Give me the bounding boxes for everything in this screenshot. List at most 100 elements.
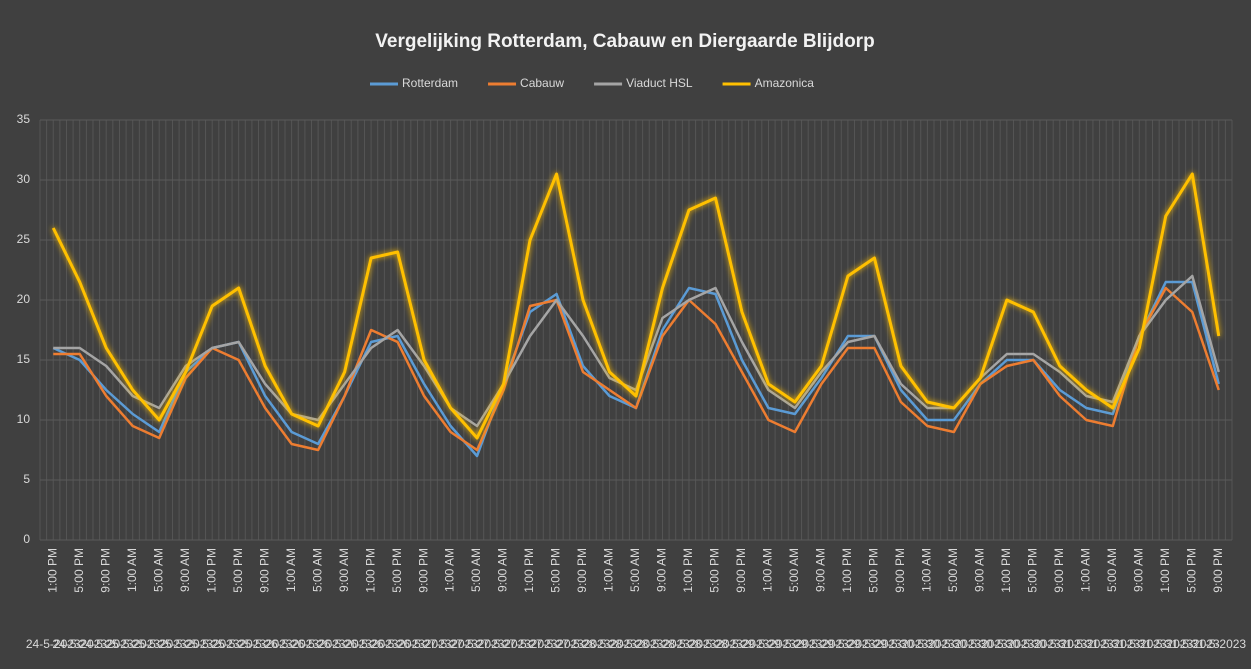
x-tick-label: 5:00 PM <box>231 548 245 593</box>
x-date-label: 29-5-2023 <box>874 637 929 651</box>
x-date-label: 30-5-2023 <box>953 637 1008 651</box>
x-date-label: 29-5-2023 <box>768 637 823 651</box>
x-date-label: 30-5-2023 <box>900 637 955 651</box>
x-date-label: 27-5-2023 <box>503 637 558 651</box>
x-tick-label: 5:00 AM <box>1105 548 1119 592</box>
x-date-label: 31-5-2023 <box>1191 637 1246 651</box>
line <box>51 172 1221 440</box>
x-tick-label: 1:00 PM <box>204 548 218 593</box>
x-date-label: 27-5-2023 <box>556 637 611 651</box>
x-tick-label: 9:00 PM <box>575 548 589 593</box>
x-tick-label: 5:00 PM <box>1184 548 1198 593</box>
y-tick-label: 5 <box>23 472 30 486</box>
y-tick-label: 35 <box>17 112 31 126</box>
x-tick-label: 9:00 AM <box>337 548 351 592</box>
y-tick-label: 0 <box>23 532 30 546</box>
x-tick-label: 9:00 PM <box>1052 548 1066 593</box>
x-date-label: 28-5-2023 <box>635 637 690 651</box>
x-tick-label: 1:00 PM <box>1158 548 1172 593</box>
legend-label: Cabauw <box>520 76 564 90</box>
x-tick-label: 5:00 AM <box>469 548 483 592</box>
x-tick-label: 9:00 PM <box>416 548 430 593</box>
x-tick-label: 1:00 AM <box>602 548 616 592</box>
x-date-label: 26-5-2023 <box>291 637 346 651</box>
x-date-label: 27-5-2023 <box>423 637 478 651</box>
x-date-label: 25-5-2023 <box>105 637 160 651</box>
x-tick-label: 5:00 AM <box>310 548 324 592</box>
x-date-label: 30-5-2023 <box>979 637 1034 651</box>
x-date-label: 25-5-2023 <box>211 637 266 651</box>
x-tick-label: 1:00 PM <box>45 548 59 593</box>
x-tick-label: 1:00 AM <box>1078 548 1092 592</box>
x-date-label: 28-5-2023 <box>582 637 637 651</box>
x-tick-label: 9:00 AM <box>814 548 828 592</box>
x-date-label: 25-5-2023 <box>132 637 187 651</box>
x-tick-label: 9:00 PM <box>257 548 271 593</box>
x-tick-label: 9:00 PM <box>1211 548 1225 593</box>
x-tick-label: 1:00 PM <box>999 548 1013 593</box>
x-date-label: 25-5-2023 <box>185 637 240 651</box>
x-tick-label: 5:00 PM <box>549 548 563 593</box>
x-tick-label: 9:00 AM <box>178 548 192 592</box>
x-date-label: 25-5-2023 <box>158 637 213 651</box>
x-date-label: 31-5-2023 <box>1138 637 1193 651</box>
x-date-label: 28-5-2023 <box>688 637 743 651</box>
x-tick-label: 5:00 AM <box>946 548 960 592</box>
x-date-label: 27-5-2023 <box>529 637 584 651</box>
x-tick-label: 9:00 AM <box>1131 548 1145 592</box>
legend-label: Rotterdam <box>402 76 458 90</box>
x-tick-label: 1:00 AM <box>284 548 298 592</box>
x-tick-label: 5:00 PM <box>72 548 86 593</box>
x-date-label: 27-5-2023 <box>476 637 531 651</box>
x-date-label: 26-5-2023 <box>397 637 452 651</box>
x-date-label: 25-5-2023 <box>238 637 293 651</box>
x-tick-label: 5:00 AM <box>151 548 165 592</box>
x-tick-label: 1:00 AM <box>443 548 457 592</box>
legend-label: Viaduct HSL <box>626 76 693 90</box>
y-tick-label: 25 <box>17 232 31 246</box>
x-date-label: 28-5-2023 <box>715 637 770 651</box>
x-date-label: 29-5-2023 <box>847 637 902 651</box>
x-tick-label: 9:00 AM <box>973 548 987 592</box>
series <box>51 172 1221 440</box>
x-tick-label: 1:00 PM <box>681 548 695 593</box>
x-date-label: 24-5-2023 <box>26 637 81 651</box>
x-date-label: 26-5-2023 <box>317 637 372 651</box>
x-date-label: 31-5-2023 <box>1112 637 1167 651</box>
x-tick-label: 1:00 AM <box>920 548 934 592</box>
y-tick-label: 15 <box>17 352 31 366</box>
y-tick-label: 30 <box>17 172 31 186</box>
x-tick-label: 9:00 AM <box>655 548 669 592</box>
x-date-label: 31-5-2023 <box>1165 637 1220 651</box>
x-tick-label: 1:00 PM <box>363 548 377 593</box>
x-date-label: 26-5-2023 <box>264 637 319 651</box>
x-tick-label: 5:00 PM <box>708 548 722 593</box>
x-tick-label: 9:00 AM <box>496 548 510 592</box>
x-date-label: 28-5-2023 <box>662 637 717 651</box>
x-date-label: 30-5-2023 <box>927 637 982 651</box>
x-date-label: 30-5-2023 <box>1006 637 1061 651</box>
x-date-label: 24-5-2023 <box>52 637 107 651</box>
y-tick-label: 20 <box>17 292 31 306</box>
series <box>53 286 1220 452</box>
x-tick-label: 1:00 AM <box>125 548 139 592</box>
x-date-label: 24-5-2023 <box>79 637 134 651</box>
legend-label: Amazonica <box>755 76 815 90</box>
x-tick-label: 9:00 PM <box>98 548 112 593</box>
x-tick-label: 5:00 PM <box>390 548 404 593</box>
y-tick-label: 10 <box>17 412 31 426</box>
x-date-label: 29-5-2023 <box>794 637 849 651</box>
x-tick-label: 9:00 PM <box>734 548 748 593</box>
x-tick-label: 1:00 PM <box>840 548 854 593</box>
x-tick-label: 5:00 AM <box>787 548 801 592</box>
x-tick-label: 5:00 PM <box>867 548 881 593</box>
x-date-label: 26-5-2023 <box>370 637 425 651</box>
x-tick-label: 9:00 PM <box>893 548 907 593</box>
x-date-label: 27-5-2023 <box>450 637 505 651</box>
chart-title: Vergelijking Rotterdam, Cabauw en Dierga… <box>375 31 874 52</box>
x-date-label: 29-5-2023 <box>821 637 876 651</box>
x-date-label: 31-5-2023 <box>1085 637 1140 651</box>
x-date-label: 28-5-2023 <box>609 637 664 651</box>
line <box>53 286 1220 452</box>
